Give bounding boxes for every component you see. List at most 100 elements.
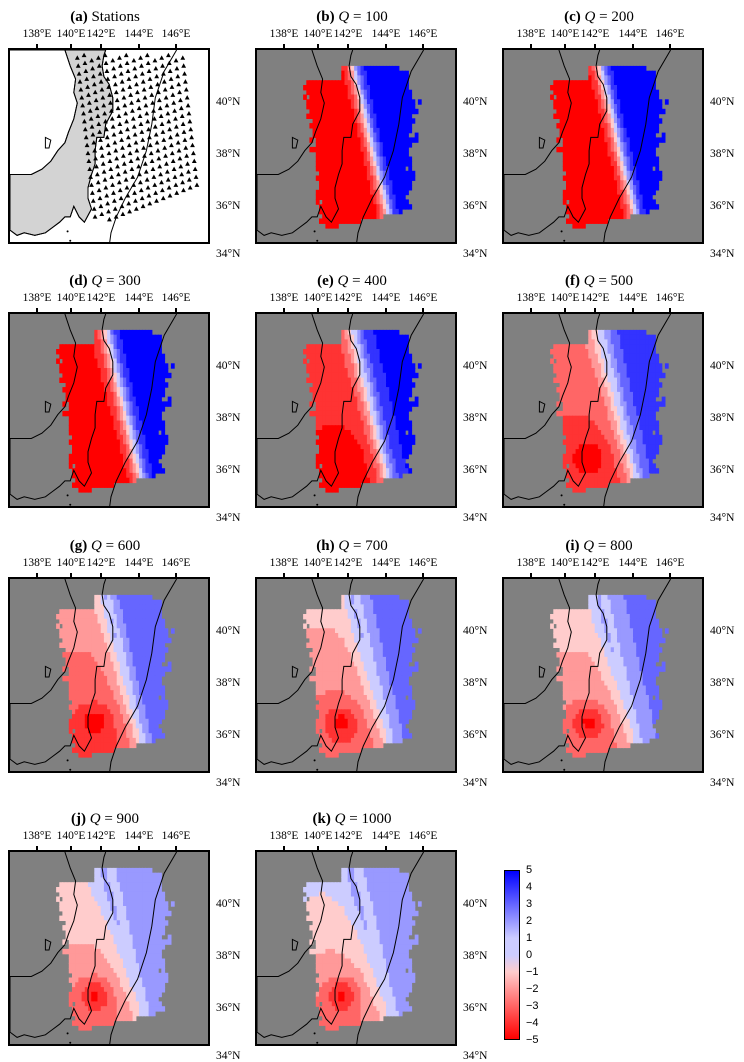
lat-label: 36°N [216, 729, 240, 741]
tick [564, 573, 566, 577]
tick [632, 44, 634, 48]
tick [347, 308, 349, 312]
q-symbol: Q [338, 273, 349, 289]
tick [385, 573, 387, 577]
tick [564, 44, 566, 48]
lat-label: 36°N [216, 200, 240, 212]
tick [632, 308, 634, 312]
map [10, 314, 210, 508]
lat-label: 36°N [463, 464, 487, 476]
colorbar-tick-label: 5 [526, 864, 532, 876]
lat-label: 34°N [216, 1050, 240, 1062]
island-dot [563, 769, 565, 771]
tick [669, 573, 671, 577]
lon-label: 146°E [409, 292, 438, 304]
tick [100, 573, 102, 577]
island-dot [69, 769, 71, 771]
lon-label: 144°E [372, 557, 401, 569]
lat-label: 40°N [463, 96, 487, 108]
tick [138, 44, 140, 48]
lon-label: 138°E [270, 557, 299, 569]
lat-label: 36°N [463, 1002, 487, 1014]
map [257, 852, 457, 1046]
tick [175, 308, 177, 312]
lat-label: 40°N [463, 360, 487, 372]
tick [283, 846, 285, 850]
lat-label: 38°N [463, 950, 487, 962]
island-dot [314, 759, 316, 761]
panel-letter: (d) [69, 273, 91, 289]
lon-label: 144°E [619, 557, 648, 569]
panel-letter: (k) [313, 811, 335, 827]
colorbar-tick-label: −1 [526, 966, 539, 978]
q-value: = 400 [348, 273, 386, 289]
lon-label: 146°E [409, 28, 438, 40]
map [10, 50, 210, 244]
tick [70, 573, 72, 577]
island-dot [316, 240, 318, 242]
lat-label: 36°N [463, 729, 487, 741]
panel-letter: (c) [564, 9, 584, 25]
lat-label: 40°N [463, 625, 487, 637]
map [10, 579, 210, 773]
lat-label: 36°N [463, 200, 487, 212]
colorbar-tick-label: −5 [526, 1034, 539, 1046]
lat-label: 36°N [710, 200, 734, 212]
tick [385, 308, 387, 312]
q-value: = 500 [595, 273, 633, 289]
colorbar-tick-label: −4 [526, 1017, 539, 1029]
panel-letter: (e) [317, 273, 337, 289]
lat-label: 36°N [216, 464, 240, 476]
lon-label: 142°E [581, 28, 610, 40]
lon-label: 138°E [23, 292, 52, 304]
map-frame [8, 312, 210, 508]
tick [422, 308, 424, 312]
island-dot [314, 494, 316, 496]
lon-label: 144°E [619, 292, 648, 304]
tick [530, 308, 532, 312]
panel-letter: (i) [565, 538, 583, 554]
panel-title: (h) Q = 700 [247, 537, 457, 555]
map-frame [255, 577, 457, 773]
colorbar-tick-label: 0 [526, 949, 532, 961]
tick [317, 44, 319, 48]
tick [36, 573, 38, 577]
lon-label: 138°E [270, 830, 299, 842]
lon-label: 144°E [125, 557, 154, 569]
tick [138, 846, 140, 850]
lon-label: 138°E [517, 28, 546, 40]
map [504, 50, 704, 244]
lon-label: 144°E [125, 28, 154, 40]
lon-label: 146°E [162, 28, 191, 40]
lon-label: 140°E [57, 557, 86, 569]
lat-label: 34°N [463, 248, 487, 260]
lat-label: 38°N [710, 148, 734, 160]
lon-label: 140°E [57, 292, 86, 304]
tick [669, 308, 671, 312]
lon-label: 140°E [57, 830, 86, 842]
tick [138, 308, 140, 312]
lat-label: 38°N [463, 148, 487, 160]
map [257, 579, 457, 773]
lon-label: 142°E [581, 292, 610, 304]
panel-letter: (g) [70, 538, 91, 554]
lat-label: 40°N [216, 625, 240, 637]
panel-title: (d) Q = 300 [0, 272, 210, 290]
tick [422, 846, 424, 850]
island-dot [316, 504, 318, 506]
tick [283, 308, 285, 312]
q-symbol: Q [335, 811, 346, 827]
lon-label: 138°E [23, 557, 52, 569]
lon-label: 142°E [334, 292, 363, 304]
lat-label: 38°N [216, 412, 240, 424]
lon-label: 138°E [23, 830, 52, 842]
colorbar-tick-label: 2 [526, 915, 532, 927]
q-value: = 100 [349, 9, 387, 25]
island-dot [561, 759, 563, 761]
